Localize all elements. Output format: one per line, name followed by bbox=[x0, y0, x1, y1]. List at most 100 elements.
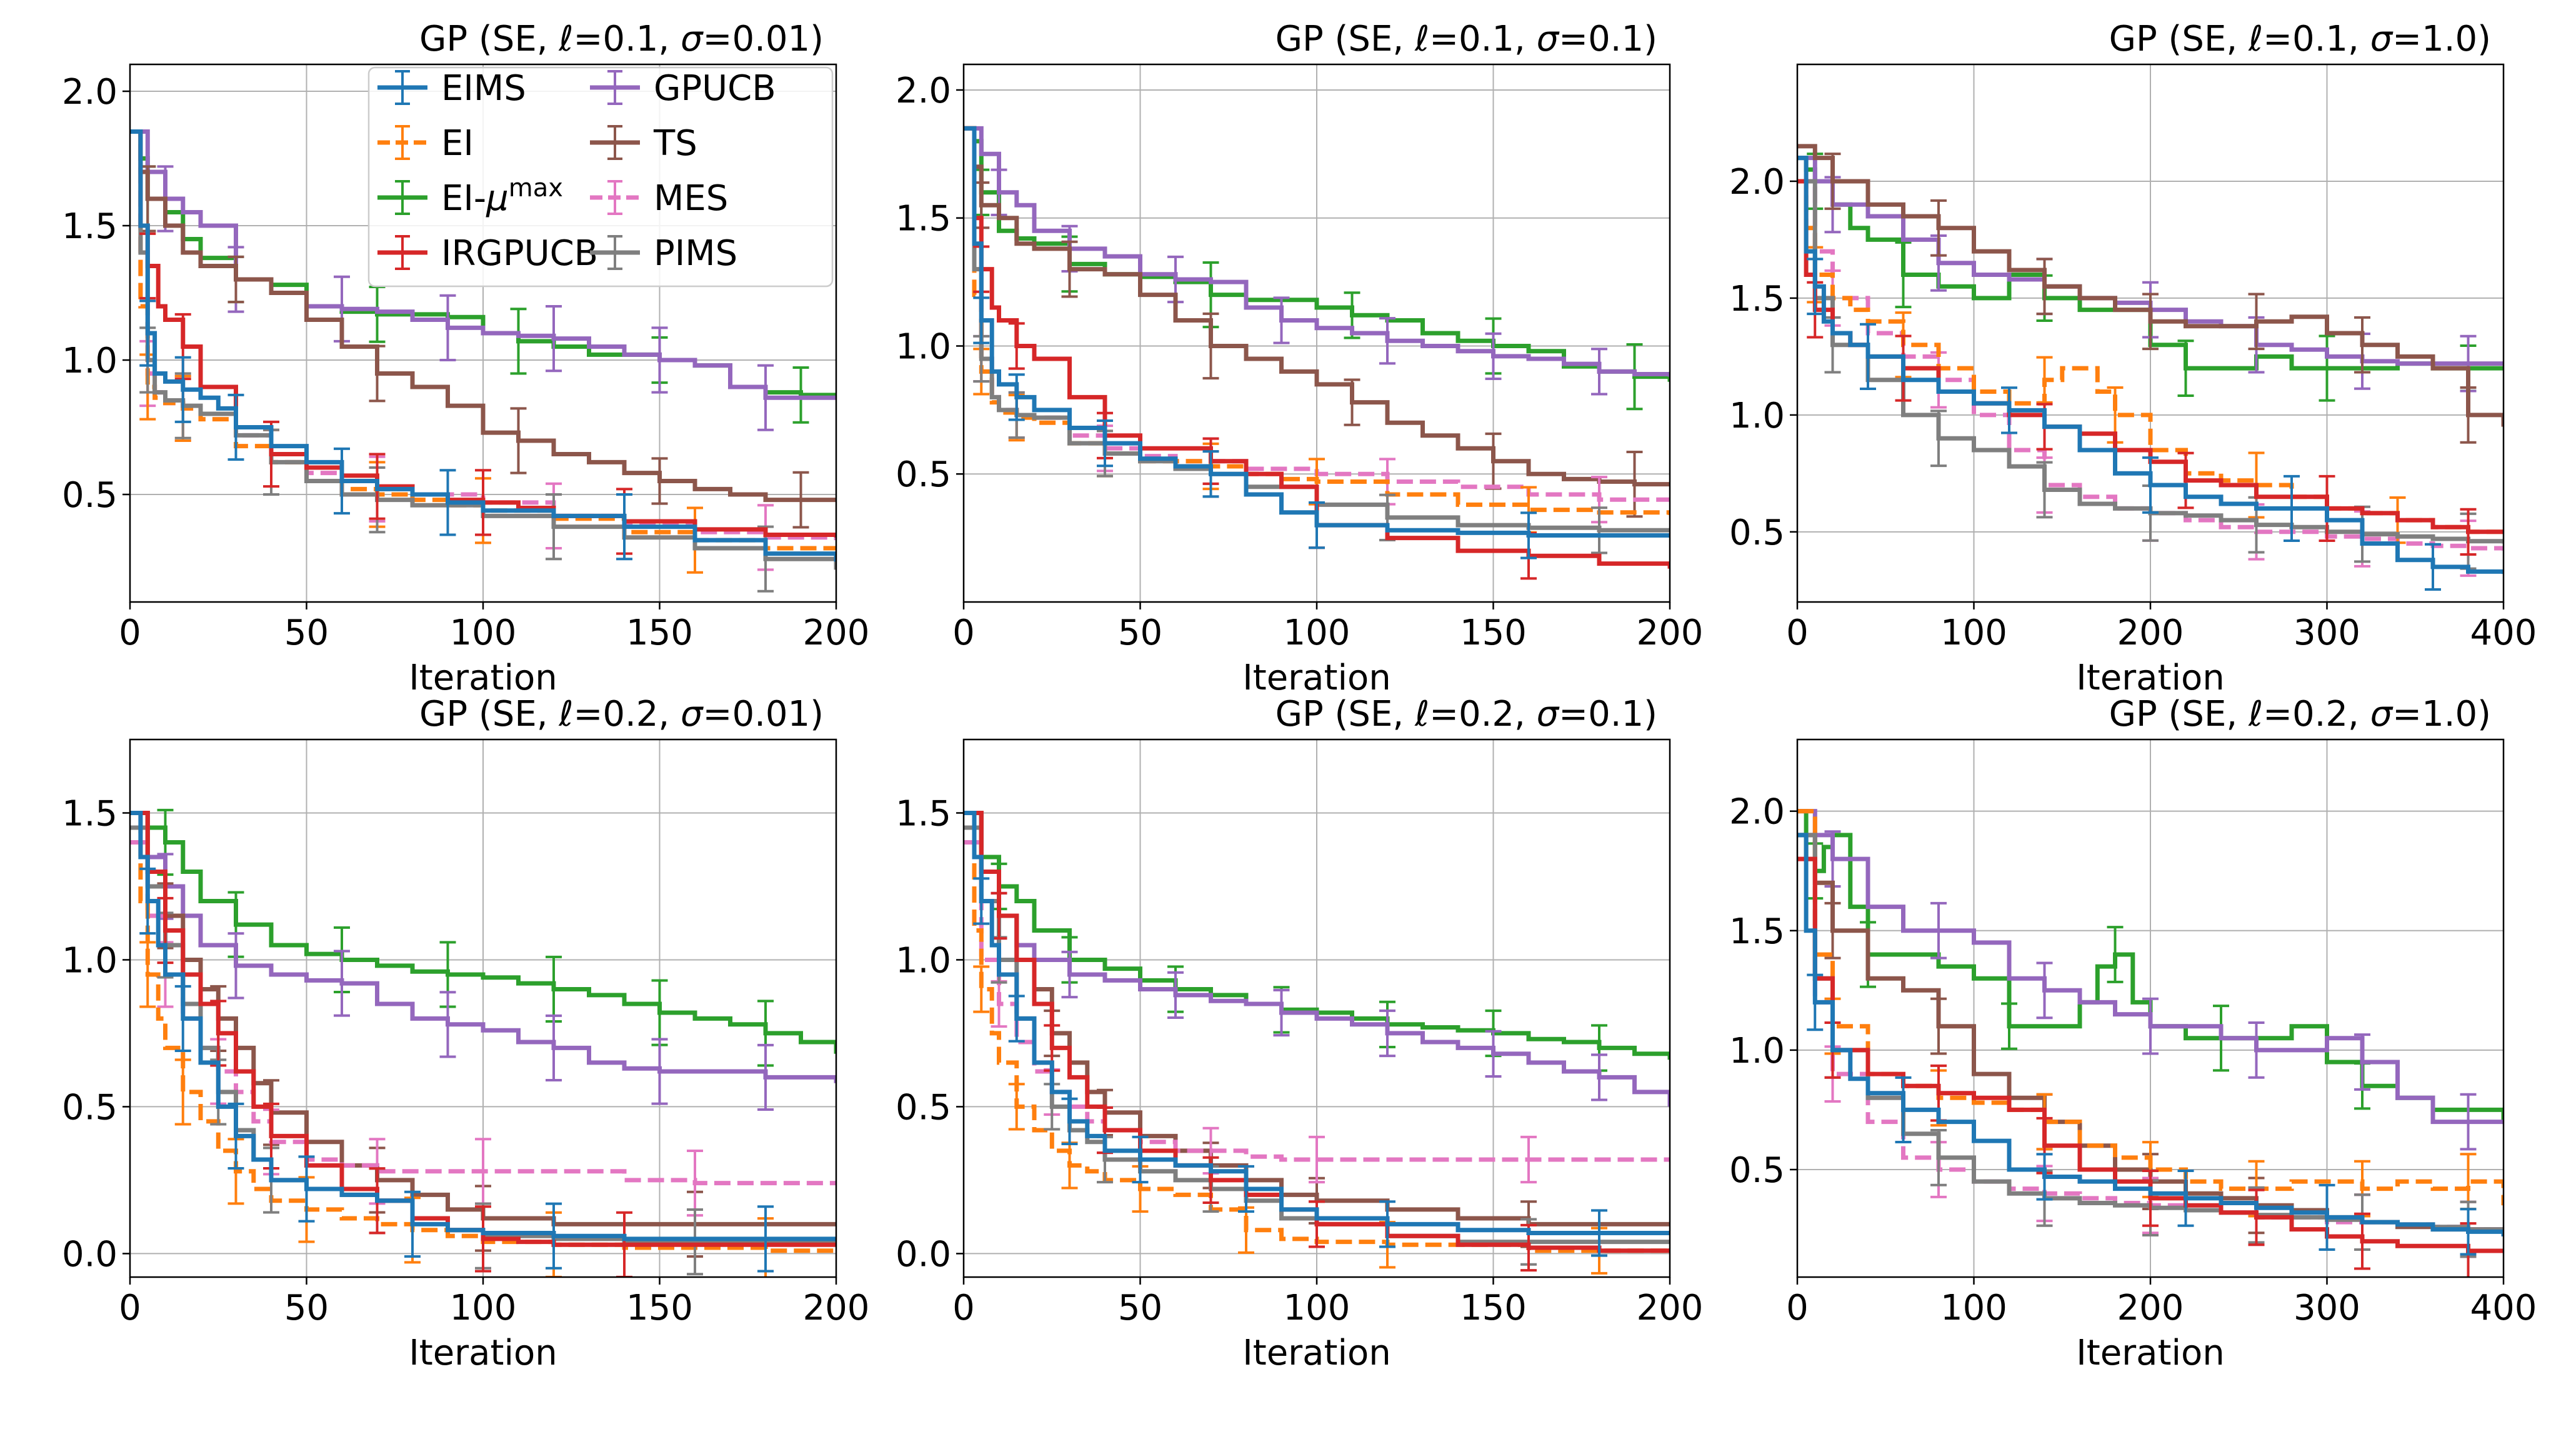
series-group bbox=[130, 129, 836, 593]
y-tick-label: 2.0 bbox=[1729, 792, 1785, 833]
error-bar-TS bbox=[2354, 316, 2370, 374]
legend-entry-TS: TS bbox=[590, 123, 697, 164]
error-bar-EIMS bbox=[973, 296, 990, 344]
x-tick-label: 50 bbox=[284, 1288, 329, 1328]
legend-label: TS bbox=[653, 123, 697, 164]
series-line-EIMS bbox=[964, 126, 1670, 538]
chart-title: GP (SE, ℓ=0.2, σ=0.1) bbox=[1276, 694, 1657, 735]
error-bar-TS bbox=[2142, 293, 2159, 351]
error-bar-TS bbox=[2460, 386, 2477, 444]
error-bar-GPUCB bbox=[1930, 901, 1947, 960]
legend-box bbox=[367, 66, 834, 288]
series-line-TS bbox=[964, 126, 1670, 487]
x-tick-label: 0 bbox=[952, 613, 975, 653]
error-bar-EIMS bbox=[1895, 1076, 1912, 1144]
y-tick-label: 0.0 bbox=[62, 1234, 117, 1275]
series-line-IRGPUCB bbox=[964, 126, 1670, 569]
subplot-4: 0 50 100 150 200 0.0 0.5 1.0 1.5 Iteration GP (SE,… bbox=[62, 694, 870, 1373]
error-bar-TS bbox=[1202, 312, 1219, 380]
error-bar-TS bbox=[1061, 240, 1078, 298]
error-bar-IRGPUCB bbox=[2248, 1188, 2265, 1246]
legend-entry-EI: EI bbox=[377, 123, 474, 164]
error-bar-GPUCB bbox=[2036, 961, 2053, 1020]
error-bar-EIMS bbox=[439, 469, 456, 536]
error-bar-EIMS bbox=[1591, 1209, 1607, 1257]
y-tick-label: 0.5 bbox=[62, 1087, 117, 1128]
legend-label: EIMS bbox=[441, 68, 526, 109]
series-line-IRGPUCB bbox=[964, 810, 1670, 1253]
x-tick-label: 200 bbox=[1637, 1288, 1704, 1328]
x-tick-label: 100 bbox=[450, 613, 517, 653]
legend-label: EI bbox=[441, 123, 474, 164]
error-bar-PIMS bbox=[1930, 409, 1947, 468]
y-tick-label: 2.0 bbox=[896, 71, 951, 111]
error-bar-EIMS bbox=[1238, 1165, 1254, 1213]
error-bar-PIMS bbox=[2036, 461, 2053, 519]
series-line-EIMS bbox=[130, 810, 836, 1241]
y-tick-label: 0.5 bbox=[1729, 513, 1785, 553]
error-bar-TS bbox=[792, 471, 809, 529]
x-tick-label: 200 bbox=[803, 613, 870, 653]
error-bar-IRGPUCB bbox=[2142, 1170, 2159, 1227]
x-tick-label: 100 bbox=[1284, 613, 1350, 653]
x-tick-label: 150 bbox=[1460, 613, 1527, 653]
error-bar-EIMS bbox=[1097, 419, 1113, 468]
x-axis-label: Iteration bbox=[1242, 658, 1391, 698]
error-bar-EIMS bbox=[174, 985, 191, 1053]
error-bar-EI bbox=[973, 965, 990, 1013]
error-bar-GPUCB bbox=[546, 305, 562, 373]
x-tick-label: 0 bbox=[119, 613, 141, 653]
legend-entry-MES: MES bbox=[590, 178, 728, 219]
x-tick-label: 150 bbox=[626, 613, 693, 653]
error-bar-TS bbox=[651, 457, 668, 505]
x-tick-label: 0 bbox=[1786, 613, 1809, 653]
x-tick-label: 50 bbox=[1118, 1288, 1162, 1328]
y-tick-label: 1.0 bbox=[1729, 1031, 1785, 1071]
error-bar-PIMS bbox=[687, 1208, 703, 1276]
error-bar-EI-mu-max bbox=[2107, 926, 2124, 983]
legend-entry-IRGPUCB: IRGPUCB bbox=[377, 233, 598, 274]
x-axis-label: Iteration bbox=[2076, 658, 2225, 698]
subplot-2: 0 50 100 150 200 0.5 1.0 1.5 2.0 Iteration GP (SE,… bbox=[896, 19, 1704, 698]
subplot-5: 0 50 100 150 200 0.0 0.5 1.0 1.5 Iteration GP (SE,… bbox=[896, 694, 1704, 1373]
error-bar-EIMS bbox=[2284, 474, 2300, 543]
legend-entry-EI-mu-max: EI-μmax bbox=[377, 174, 563, 219]
error-bar-EIMS bbox=[2460, 1208, 2477, 1256]
error-bar-EIMS bbox=[404, 1190, 421, 1258]
series-line-TS bbox=[1797, 144, 2504, 427]
error-bar-EIMS bbox=[298, 1155, 315, 1223]
x-tick-label: 200 bbox=[803, 1288, 870, 1328]
y-tick-label: 0.5 bbox=[62, 475, 117, 516]
x-tick-label: 150 bbox=[1460, 1288, 1527, 1328]
x-tick-label: 100 bbox=[1940, 1288, 2007, 1328]
error-bar-GPUCB bbox=[1591, 1053, 1607, 1101]
error-bar-TS bbox=[1930, 199, 1947, 257]
error-bar-IRGPUCB bbox=[1008, 322, 1025, 370]
error-bar-EIMS bbox=[616, 493, 632, 561]
error-bar-GPUCB bbox=[1485, 1030, 1502, 1078]
series-line-EI bbox=[964, 126, 1670, 515]
x-tick-label: 300 bbox=[2294, 1288, 2360, 1328]
error-bar-EIMS bbox=[2425, 543, 2441, 591]
error-bar-GPUCB bbox=[227, 932, 244, 1000]
x-tick-label: 100 bbox=[450, 1288, 517, 1328]
error-bar-MES bbox=[1520, 1135, 1537, 1184]
x-axis-label: Iteration bbox=[2076, 1333, 2225, 1373]
chart-title: GP (SE, ℓ=0.2, σ=0.01) bbox=[419, 694, 824, 735]
error-bar-GPUCB bbox=[2248, 1021, 2265, 1079]
legend-entry-PIMS: PIMS bbox=[590, 233, 737, 274]
error-bar-EI bbox=[2036, 356, 2053, 404]
error-bar-TS bbox=[1824, 901, 1841, 960]
subplot-1: 0 50 100 150 200 0.5 1.0 1.5 2.0 Iteration GP (SE,… bbox=[62, 19, 870, 698]
error-bar-EI-mu-max bbox=[1895, 241, 1912, 309]
x-tick-label: 0 bbox=[1786, 1288, 1809, 1328]
error-bar-GPUCB bbox=[757, 364, 774, 431]
y-tick-label: 1.0 bbox=[62, 940, 117, 981]
error-bar-EIMS bbox=[1807, 973, 1824, 1031]
x-tick-label: 0 bbox=[119, 1288, 141, 1328]
error-bar-EI-mu-max bbox=[792, 366, 809, 424]
error-bar-EIMS bbox=[1008, 995, 1025, 1043]
error-bar-GPUCB bbox=[757, 1043, 774, 1111]
chart-title: GP (SE, ℓ=0.1, σ=1.0) bbox=[2109, 19, 2491, 59]
x-tick-label: 100 bbox=[1284, 1288, 1350, 1328]
